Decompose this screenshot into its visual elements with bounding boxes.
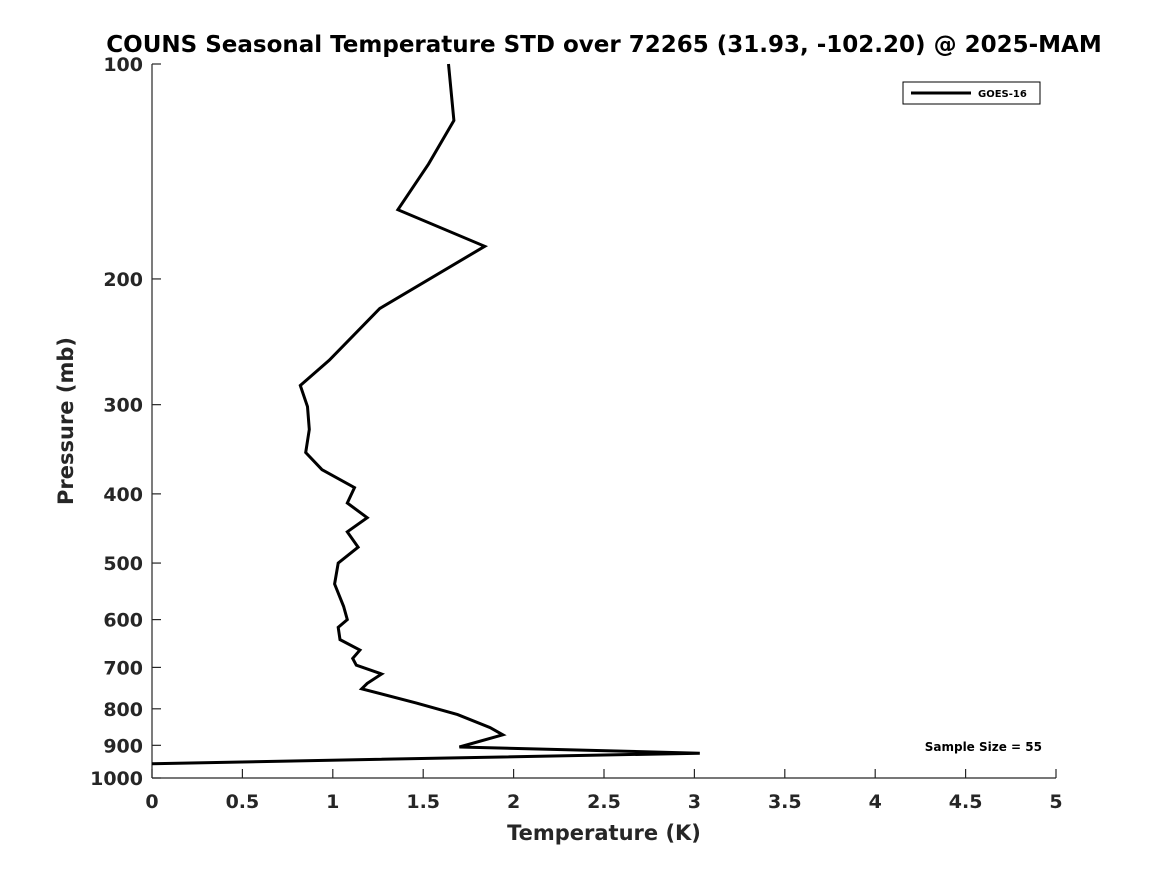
x-tick-label-3: 1.5: [406, 791, 440, 813]
x-tick-label-0: 0: [145, 791, 158, 813]
y-tick-label-4: 500: [103, 553, 143, 575]
legend-label-goes-16: GOES-16: [978, 89, 1027, 100]
x-tick-label-1: 0.5: [226, 791, 260, 813]
x-ticks: 0 0.5 1 1.5 2 2.5 3 3.5 4 4.5 5: [145, 769, 1063, 813]
x-tick-label-2: 1: [326, 791, 339, 813]
y-tick-label-2: 300: [103, 395, 143, 417]
x-tick-label-8: 4: [869, 791, 882, 813]
x-axis-label: Temperature (K): [507, 821, 701, 845]
y-tick-label-7: 800: [103, 699, 143, 721]
y-tick-label-1: 200: [103, 269, 143, 291]
y-tick-label-5: 600: [103, 610, 143, 632]
series-line-0: [151, 63, 700, 766]
y-ticks: 100 200 300 400 500 600 700 800 900 1000: [90, 54, 161, 790]
x-tick-label-5: 2.5: [587, 791, 621, 813]
y-tick-label-9: 1000: [90, 768, 143, 790]
x-tick-label-7: 3.5: [768, 791, 802, 813]
legend-box: [902, 81, 1041, 105]
y-axis-label: Pressure (mb): [54, 337, 78, 505]
sample-size-annotation: Sample Size = 55: [925, 740, 1042, 754]
chart-title: COUNS Seasonal Temperature STD over 7226…: [106, 32, 1101, 58]
y-tick-label-3: 400: [103, 484, 143, 506]
x-tick-label-6: 3: [688, 791, 701, 813]
x-tick-label-10: 5: [1049, 791, 1062, 813]
x-tick-label-4: 2: [507, 791, 520, 813]
legend: GOES-16: [902, 81, 1041, 105]
y-tick-label-6: 700: [103, 657, 143, 679]
series-layer: [151, 63, 700, 766]
y-tick-label-8: 900: [103, 735, 143, 757]
y-tick-label-0: 100: [103, 54, 143, 76]
axes: [151, 64, 1056, 779]
x-tick-label-9: 4.5: [949, 791, 983, 813]
